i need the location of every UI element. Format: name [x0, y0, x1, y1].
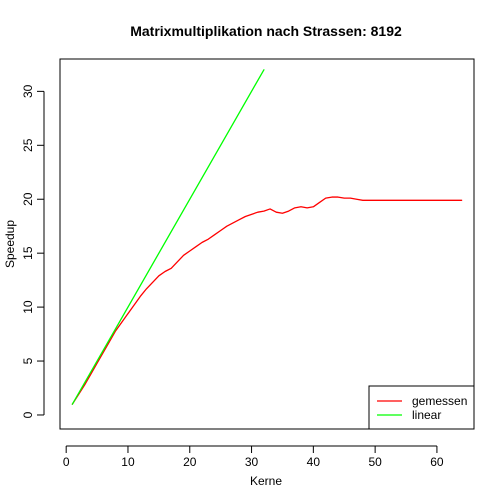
y-axis: 0 5 10 15 20 25 30	[21, 84, 44, 418]
x-tick-label: 30	[245, 455, 259, 469]
y-tick-label: 5	[21, 357, 35, 364]
legend: gemessen linear	[369, 386, 474, 429]
y-tick-label: 30	[21, 84, 35, 98]
plot-frame	[60, 59, 474, 429]
y-axis-title: Speedup	[3, 220, 17, 268]
y-tick-label: 15	[21, 246, 35, 260]
y-tick-label: 0	[21, 411, 35, 418]
legend-label-linear: linear	[412, 408, 441, 422]
series-line-gemessen	[72, 197, 461, 404]
x-tick-label: 40	[307, 455, 321, 469]
series-layer	[72, 70, 461, 404]
x-tick-label: 0	[63, 455, 70, 469]
series-line-linear	[72, 70, 264, 404]
y-tick-label: 25	[21, 138, 35, 152]
legend-label-gemessen: gemessen	[412, 394, 467, 408]
x-axis-title: Kerne	[250, 474, 282, 488]
y-tick-label: 10	[21, 300, 35, 314]
x-axis: 0 10 20 30 40 50 60	[63, 446, 444, 469]
x-tick-label: 50	[368, 455, 382, 469]
chart-title: Matrixmultiplikation nach Strassen: 8192	[130, 23, 402, 39]
x-tick-label: 60	[430, 455, 444, 469]
x-tick-label: 10	[121, 455, 135, 469]
y-tick-label: 20	[21, 192, 35, 206]
x-tick-label: 20	[183, 455, 197, 469]
